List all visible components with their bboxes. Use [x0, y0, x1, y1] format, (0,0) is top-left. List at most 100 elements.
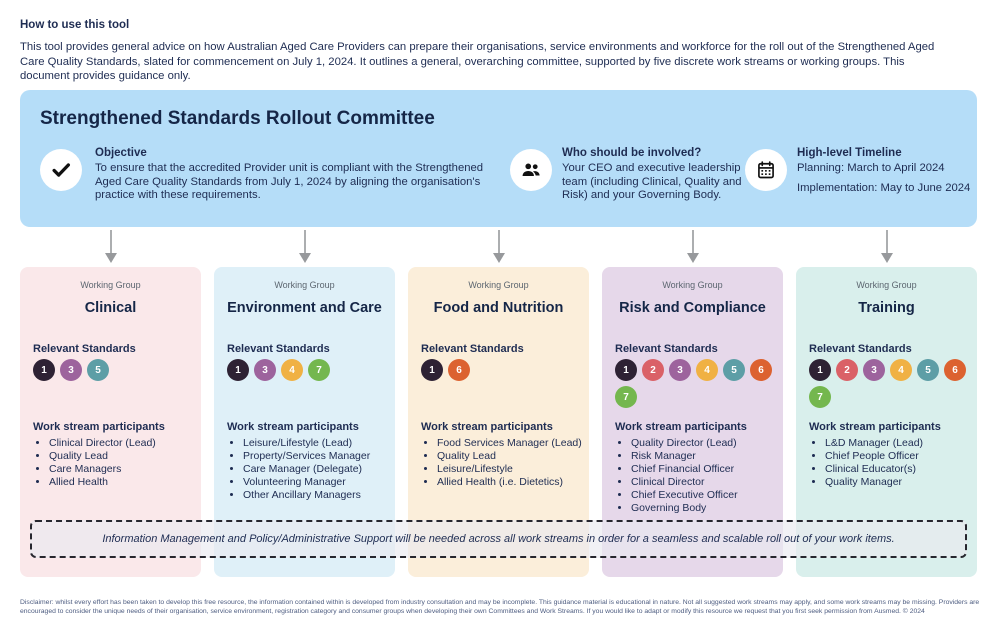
down-arrow-icon	[298, 230, 311, 263]
feature-heading: Who should be involved?	[562, 147, 702, 159]
arrows-row	[20, 229, 977, 264]
standard-badge-4: 4	[890, 359, 912, 381]
working-group-label: Working Group	[274, 280, 335, 290]
committee-title: Strengthened Standards Rollout Committee	[40, 108, 435, 129]
intro-section: How to use this tool This tool provides …	[20, 19, 945, 84]
participant-item: Property/Services Manager	[243, 450, 391, 462]
standard-badge-5: 5	[917, 359, 939, 381]
working-group-title: Food and Nutrition	[433, 300, 564, 316]
working-group-title: Training	[858, 300, 915, 316]
feature-heading: High-level Timeline	[797, 147, 902, 159]
working-group-label: Working Group	[80, 280, 141, 290]
standard-badge-3: 3	[60, 359, 82, 381]
standard-badge-7: 7	[615, 386, 637, 408]
participant-item: Allied Health (i.e. Dietetics)	[437, 476, 585, 488]
standard-badge-6: 6	[448, 359, 470, 381]
support-banner: Information Management and Policy/Admini…	[30, 520, 967, 558]
participants-heading: Work stream participants	[227, 421, 359, 433]
participant-item: Volunteering Manager	[243, 476, 391, 488]
participants-heading: Work stream participants	[615, 421, 747, 433]
standard-badge-7: 7	[809, 386, 831, 408]
standard-badge-4: 4	[696, 359, 718, 381]
down-arrow-icon	[104, 230, 117, 263]
participant-item: Clinical Educator(s)	[825, 463, 973, 475]
check-icon	[40, 149, 82, 191]
working-group-title: Clinical	[84, 300, 137, 316]
working-group-title: Environment and Care	[227, 300, 382, 316]
participants-list: L&D Manager (Lead)Chief People OfficerCl…	[809, 437, 973, 489]
standard-badge-2: 2	[836, 359, 858, 381]
standards-heading: Relevant Standards	[227, 343, 330, 355]
participant-item: Risk Manager	[631, 450, 779, 462]
standard-badge-5: 5	[87, 359, 109, 381]
participant-item: Chief People Officer	[825, 450, 973, 462]
arrow-cell	[20, 229, 201, 264]
participants-heading: Work stream participants	[809, 421, 941, 433]
standard-badge-6: 6	[750, 359, 772, 381]
participant-item: Allied Health	[49, 476, 197, 488]
standards-heading: Relevant Standards	[421, 343, 524, 355]
standard-badge-7: 7	[308, 359, 330, 381]
down-arrow-icon	[880, 230, 893, 263]
support-banner-text: Information Management and Policy/Admini…	[102, 533, 895, 545]
participant-item: L&D Manager (Lead)	[825, 437, 973, 449]
participant-item: Quality Lead	[49, 450, 197, 462]
arrow-cell	[214, 229, 395, 264]
down-arrow-icon	[686, 230, 699, 263]
involvement-feature: Who should be involved? Your CEO and exe…	[510, 147, 760, 203]
participant-item: Other Ancillary Managers	[243, 489, 391, 501]
feature-body: To ensure that the accredited Provider u…	[95, 162, 484, 201]
participant-item: Quality Director (Lead)	[631, 437, 779, 449]
working-group-label: Working Group	[662, 280, 723, 290]
participant-item: Clinical Director (Lead)	[49, 437, 197, 449]
working-group-label: Working Group	[468, 280, 529, 290]
timeline-line-2: Implementation: May to June 2024	[797, 181, 971, 194]
standard-badge-1: 1	[421, 359, 443, 381]
standard-badge-3: 3	[254, 359, 276, 381]
standards-heading: Relevant Standards	[33, 343, 136, 355]
standards-heading: Relevant Standards	[809, 343, 912, 355]
participants-list: Quality Director (Lead)Risk ManagerChief…	[615, 437, 779, 514]
standard-badge-1: 1	[227, 359, 249, 381]
calendar-icon	[745, 149, 787, 191]
standard-badge-6: 6	[944, 359, 966, 381]
arrow-cell	[602, 229, 783, 264]
participant-item: Governing Body	[631, 502, 779, 514]
standard-badge-5: 5	[723, 359, 745, 381]
standard-badge-3: 3	[863, 359, 885, 381]
arrow-cell	[408, 229, 589, 264]
participant-item: Clinical Director	[631, 476, 779, 488]
participant-item: Care Managers	[49, 463, 197, 475]
participant-item: Food Services Manager (Lead)	[437, 437, 585, 449]
participant-item: Leisure/Lifestyle	[437, 463, 585, 475]
participants-list: Clinical Director (Lead)Quality LeadCare…	[33, 437, 197, 489]
down-arrow-icon	[492, 230, 505, 263]
participants-list: Leisure/Lifestyle (Lead)Property/Service…	[227, 437, 391, 502]
timeline-line-1: Planning: March to April 2024	[797, 162, 945, 174]
participants-heading: Work stream participants	[33, 421, 165, 433]
participants-list: Food Services Manager (Lead)Quality Lead…	[421, 437, 585, 489]
disclaimer-text: Disclaimer: whilst every effort has been…	[20, 598, 980, 616]
arrow-cell	[796, 229, 977, 264]
feature-body: Your CEO and executive leadership team (…	[562, 162, 742, 201]
timeline-feature: High-level Timeline Planning: March to A…	[745, 147, 977, 201]
working-group-label: Working Group	[856, 280, 917, 290]
standard-badge-4: 4	[281, 359, 303, 381]
participant-item: Chief Financial Officer	[631, 463, 779, 475]
standard-badge-3: 3	[669, 359, 691, 381]
standard-badge-1: 1	[615, 359, 637, 381]
participant-item: Chief Executive Officer	[631, 489, 779, 501]
committee-panel: Strengthened Standards Rollout Committee…	[20, 90, 977, 227]
standard-badge-2: 2	[642, 359, 664, 381]
participants-heading: Work stream participants	[421, 421, 553, 433]
objective-feature: Objective To ensure that the accredited …	[40, 147, 505, 203]
participant-item: Leisure/Lifestyle (Lead)	[243, 437, 391, 449]
intro-title: How to use this tool	[20, 19, 130, 31]
working-group-title: Risk and Compliance	[619, 300, 766, 316]
standards-heading: Relevant Standards	[615, 343, 718, 355]
